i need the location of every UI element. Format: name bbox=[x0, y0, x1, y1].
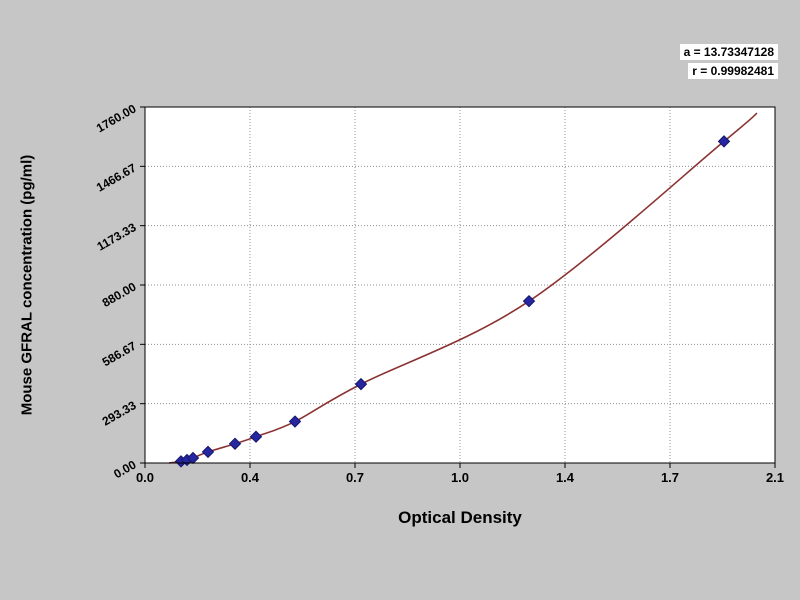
fit-annotation-a: a = 13.73347128 bbox=[679, 44, 778, 60]
x-tick-label: 1.0 bbox=[451, 470, 469, 485]
y-tick-label: 293.33 bbox=[100, 398, 139, 429]
y-tick-label: 586.67 bbox=[100, 339, 139, 370]
data-point bbox=[249, 430, 263, 443]
x-tick-label: 2.1 bbox=[766, 470, 784, 485]
y-tick-label: 0.00 bbox=[111, 457, 139, 481]
fit-annotations: a = 13.73347128 r = 0.99982481 bbox=[679, 44, 778, 79]
y-tick-label: 880.00 bbox=[100, 279, 139, 310]
x-axis-title: Optical Density bbox=[398, 508, 522, 527]
data-point bbox=[522, 294, 536, 308]
y-tick-label: 1466.67 bbox=[94, 161, 139, 195]
x-tick-label: 1.4 bbox=[556, 470, 575, 485]
x-tick-label: 0.4 bbox=[241, 470, 260, 485]
data-point bbox=[717, 135, 731, 148]
x-tick-label: 0.0 bbox=[136, 470, 154, 485]
data-point bbox=[228, 437, 242, 450]
data-point bbox=[288, 415, 302, 428]
x-tick-label: 0.7 bbox=[346, 470, 364, 485]
x-tick-label: 1.7 bbox=[661, 470, 679, 485]
y-tick-label: 1760.00 bbox=[94, 101, 139, 135]
data-point bbox=[201, 445, 215, 459]
y-tick-label: 1173.33 bbox=[95, 220, 139, 254]
y-axis-title: Mouse GFRAL concentration (pg/ml) bbox=[18, 154, 36, 416]
fit-annotation-r: r = 0.99982481 bbox=[688, 63, 778, 79]
data-point bbox=[354, 377, 368, 391]
